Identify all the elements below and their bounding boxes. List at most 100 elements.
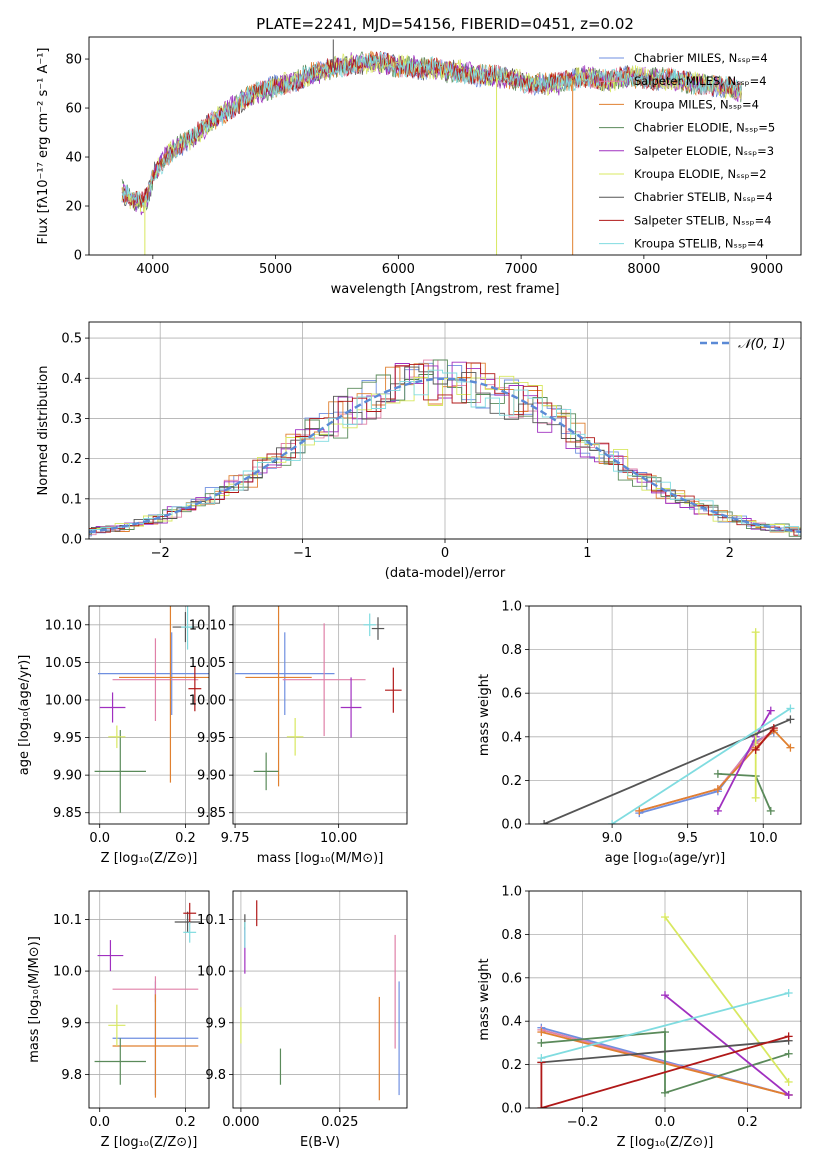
x-tick-label: 0.000 [222, 1115, 259, 1130]
x-tick-label: 1 [583, 546, 591, 561]
x-tick-label: 2 [726, 546, 734, 561]
legend-label: Chabrier ELODIE, Nₛₛₚ=5 [634, 121, 775, 135]
y-tick-label: 20 [65, 200, 82, 215]
legend-label: Salpeter ELODIE, Nₛₛₚ=3 [634, 144, 774, 158]
weight-series-line [541, 1039, 789, 1064]
x-tick-label: −0.2 [567, 1115, 599, 1130]
y-tick-label: 10.0 [53, 965, 82, 980]
y-tick-label: 0.2 [61, 452, 82, 467]
y-tick-label: 0.6 [501, 687, 522, 702]
y-tick-label: 9.85 [53, 806, 82, 821]
legend-label: Salpeter STELIB, Nₛₛₚ=4 [634, 213, 772, 227]
y-tick-label: 0.2 [501, 774, 522, 789]
y-tick-label: 10.0 [197, 965, 226, 980]
age-vs-mass-chart: 9.75 10.00 9.85 9.90 9.95 10.00 10.05 10.10 mass… [189, 605, 408, 866]
legend-label: Salpeter MILES, Nₛₛₚ=4 [634, 74, 767, 88]
spectrum-series-line [121, 51, 742, 207]
weight-series-line [639, 729, 792, 812]
y-tick-label: 0.2 [501, 1058, 522, 1073]
x-axis-label: E(B-V) [300, 1135, 340, 1150]
axes-frame [88, 36, 802, 256]
x-tick-label: 8000 [627, 262, 660, 277]
y-tick-label: 10.05 [45, 656, 82, 671]
histogram-series [89, 369, 801, 536]
x-tick-label: 0.025 [321, 1115, 358, 1130]
x-tick-label: 9.75 [221, 831, 250, 846]
y-axis-label: age [log₁₀(age/yr)] [17, 655, 32, 776]
x-tick-label: −2 [151, 546, 170, 561]
y-axis-label: mass weight [477, 674, 492, 756]
plot-area [240, 900, 400, 1101]
legend-label: Chabrier STELIB, Nₛₛₚ=4 [634, 190, 773, 204]
y-tick-label: 10.00 [189, 693, 226, 708]
x-tick-label: 0.0 [89, 831, 110, 846]
x-axis-label: Z [log₁₀(Z/Z⊙)] [101, 1135, 198, 1150]
y-axis-label: mass [log₁₀(M/M⊙)] [27, 936, 42, 1063]
y-tick-label: 10.1 [197, 913, 226, 928]
x-tick-label: 9000 [750, 262, 783, 277]
figure-title: PLATE=2241, MJD=54156, FIBERID=0451, z=0… [256, 15, 634, 33]
y-tick-label: 9.8 [205, 1068, 226, 1083]
x-tick-label: 0.0 [655, 1115, 676, 1130]
weight-series-line [664, 916, 790, 1083]
plot-area [94, 606, 209, 813]
y-tick-label: 9.9 [61, 1016, 82, 1031]
y-tick-label: 40 [65, 151, 82, 166]
y-tick-label: 9.8 [61, 1068, 82, 1083]
y-tick-label: 0.4 [501, 1015, 522, 1030]
plot-area [540, 628, 795, 824]
x-axis-label: mass [log₁₀(M/M⊙)] [257, 851, 384, 866]
histogram-series [89, 366, 801, 532]
y-tick-label: 10.10 [45, 618, 82, 633]
x-tick-label: 10.00 [320, 831, 357, 846]
y-tick-label: 0.1 [61, 492, 82, 507]
y-tick-label: 0.8 [501, 643, 522, 658]
y-tick-label: 9.95 [53, 731, 82, 746]
y-tick-label: 9.95 [197, 731, 226, 746]
legend-label: 𝒩(0, 1) [738, 337, 785, 352]
axes-frame [232, 605, 408, 825]
weight-series-line [611, 707, 791, 824]
legend-label: Kroupa MILES, Nₛₛₚ=4 [634, 97, 759, 111]
axes-frame [88, 605, 210, 825]
weight-series-line [541, 1031, 789, 1095]
weight-series-line [541, 992, 789, 1059]
y-tick-label: 1.0 [501, 600, 522, 615]
y-tick-label: 0.4 [61, 372, 82, 387]
y-tick-label: 10.05 [189, 656, 226, 671]
y-tick-label: 0.0 [61, 533, 82, 548]
x-axis-label: Z [log₁₀(Z/Z⊙)] [101, 851, 198, 866]
x-tick-label: 0.0 [89, 1115, 110, 1130]
y-tick-label: 9.90 [53, 769, 82, 784]
x-tick-label: 7000 [505, 262, 538, 277]
x-tick-label: 0.2 [737, 1115, 758, 1130]
weight-vs-age-chart: 9.0 9.5 10.0 0.0 0.2 0.4 0.6 0.8 1.0 age [log₁₀(a… [477, 600, 802, 866]
y-tick-label: 0 [74, 249, 82, 264]
axes-frame [88, 890, 210, 1109]
y-tick-label: 0.5 [61, 332, 82, 347]
weight-series-line [664, 994, 790, 1096]
y-tick-label: 9.9 [205, 1016, 226, 1031]
plot-area [94, 902, 201, 1098]
y-tick-label: 10.10 [189, 618, 226, 633]
y-tick-label: 80 [65, 53, 82, 68]
weight-vs-metallicity-chart: −0.2 0.0 0.2 0.0 0.2 0.4 0.6 0.8 1.0 Z [log₁₀(Z/Z… [477, 885, 802, 1150]
plot-area [89, 359, 801, 537]
x-tick-label: 0 [441, 546, 449, 561]
x-tick-label: 9.0 [602, 831, 623, 846]
x-tick-label: 10.0 [749, 831, 778, 846]
spectrum-chart: 4000 5000 6000 7000 8000 9000 0 20 40 60 80 wavelen… [36, 36, 802, 297]
x-tick-label: −1 [293, 546, 312, 561]
y-tick-label: 0.0 [501, 818, 522, 833]
x-axis-label: (data-model)/error [385, 566, 506, 581]
x-axis-label: age [log₁₀(age/yr)] [605, 851, 726, 866]
age-vs-metallicity-chart: 0.0 0.2 9.85 9.90 9.95 10.00 10.05 10.10 Z [log₁… [17, 605, 210, 866]
histogram-series [89, 362, 801, 533]
y-tick-label: 10.1 [53, 913, 82, 928]
histogram-series [89, 361, 801, 533]
normal-curve [89, 377, 801, 534]
weight-series-line [755, 727, 775, 751]
x-tick-label: 0.2 [175, 831, 196, 846]
y-tick-label: 0.0 [501, 1102, 522, 1117]
